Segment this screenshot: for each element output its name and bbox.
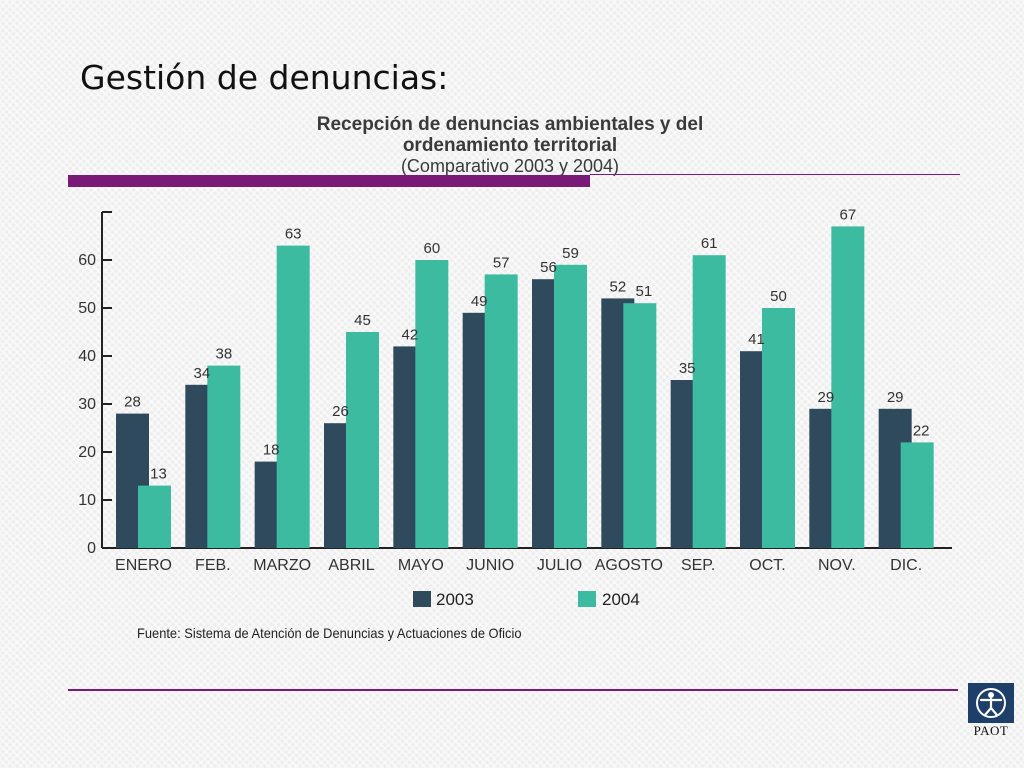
slide-title: Gestión de denuncias: bbox=[80, 58, 449, 97]
data-label-2003: 29 bbox=[887, 389, 904, 406]
x-tick-label: JULIO bbox=[537, 557, 582, 574]
data-label-2003: 18 bbox=[263, 442, 280, 459]
bar-2004-dic bbox=[900, 442, 934, 548]
data-label-2003: 28 bbox=[124, 394, 141, 411]
y-tick-label: 20 bbox=[78, 444, 96, 461]
data-label-2004: 51 bbox=[635, 283, 652, 300]
chart-source: Fuente: Sistema de Atención de Denuncias… bbox=[137, 625, 522, 641]
data-label-2004: 38 bbox=[215, 346, 232, 363]
data-label-2003: 35 bbox=[679, 360, 696, 377]
bar-2004-nov bbox=[831, 226, 865, 548]
bar-2004-enero bbox=[138, 485, 171, 548]
x-tick-label: ABRIL bbox=[328, 557, 374, 574]
y-tick-label: 0 bbox=[87, 540, 96, 557]
legend-swatch-2003 bbox=[413, 591, 431, 607]
bar-2004-abril bbox=[346, 332, 379, 548]
x-tick-label: OCT. bbox=[749, 557, 785, 574]
bar-2004-oct bbox=[762, 308, 795, 548]
legend-label-2003: 2003 bbox=[436, 590, 474, 609]
x-tick-label: FEB. bbox=[195, 557, 231, 574]
bar-2004-junio bbox=[484, 274, 518, 548]
logo-text: PAOT bbox=[973, 723, 1009, 738]
bar-2004-sep bbox=[692, 255, 726, 548]
data-label-2003: 34 bbox=[193, 365, 210, 382]
x-tick-label: DIC. bbox=[890, 557, 922, 574]
bar-2004-marzo bbox=[276, 245, 310, 548]
y-tick-label: 40 bbox=[78, 348, 96, 365]
data-label-2004: 63 bbox=[285, 226, 302, 243]
x-tick-label: MAYO bbox=[398, 557, 444, 574]
bar-2004-mayo bbox=[415, 260, 449, 548]
data-label-2004: 13 bbox=[150, 466, 167, 483]
data-label-2003: 26 bbox=[332, 403, 349, 420]
data-label-2004: 45 bbox=[354, 312, 371, 329]
data-label-2004: 22 bbox=[913, 422, 930, 439]
title-divider-line bbox=[590, 174, 960, 175]
y-tick-label: 50 bbox=[78, 300, 96, 317]
legend-label-2004: 2004 bbox=[602, 590, 640, 609]
bar-2004-feb bbox=[207, 365, 241, 548]
data-label-2004: 61 bbox=[701, 235, 718, 252]
data-label-2003: 56 bbox=[540, 259, 557, 276]
chart-title-line-2: ordenamiento territorial bbox=[402, 135, 618, 156]
data-label-2004: 57 bbox=[493, 254, 510, 271]
x-tick-label: ENERO bbox=[115, 557, 172, 574]
data-label-2003: 49 bbox=[471, 293, 488, 310]
y-tick-label: 30 bbox=[78, 396, 96, 413]
data-label-2003: 29 bbox=[817, 389, 834, 406]
chart-title-line-1: Recepción de denuncias ambientales y del bbox=[316, 114, 704, 135]
x-tick-label: MARZO bbox=[253, 557, 311, 574]
data-label-2003: 41 bbox=[748, 331, 765, 348]
legend-swatch-2004 bbox=[578, 591, 596, 607]
bar-2004-agosto bbox=[623, 303, 657, 548]
logo-box bbox=[968, 683, 1014, 723]
data-label-2003: 52 bbox=[609, 278, 626, 295]
paot-logo: PAOT bbox=[968, 683, 1014, 739]
chart-title: Recepción de denuncias ambientales y del… bbox=[290, 114, 730, 156]
x-tick-label: SEP. bbox=[681, 557, 715, 574]
chart-subtitle: (Comparativo 2003 y 2004) bbox=[400, 156, 620, 176]
data-label-2004: 60 bbox=[423, 240, 440, 257]
footer-divider-line bbox=[68, 689, 958, 691]
data-label-2003: 42 bbox=[401, 326, 418, 343]
data-label-2004: 59 bbox=[562, 245, 579, 262]
bar-2004-julio bbox=[554, 264, 587, 548]
data-label-2004: 67 bbox=[839, 206, 856, 223]
x-tick-label: AGOSTO bbox=[595, 557, 663, 574]
y-tick-label: 10 bbox=[78, 492, 96, 509]
x-tick-label: NOV. bbox=[818, 557, 856, 574]
x-tick-label: JUNIO bbox=[466, 557, 514, 574]
human-figure-icon bbox=[976, 688, 1006, 718]
y-tick-label: 60 bbox=[78, 252, 96, 269]
data-label-2004: 50 bbox=[770, 288, 787, 305]
title-accent-bar bbox=[68, 175, 590, 187]
